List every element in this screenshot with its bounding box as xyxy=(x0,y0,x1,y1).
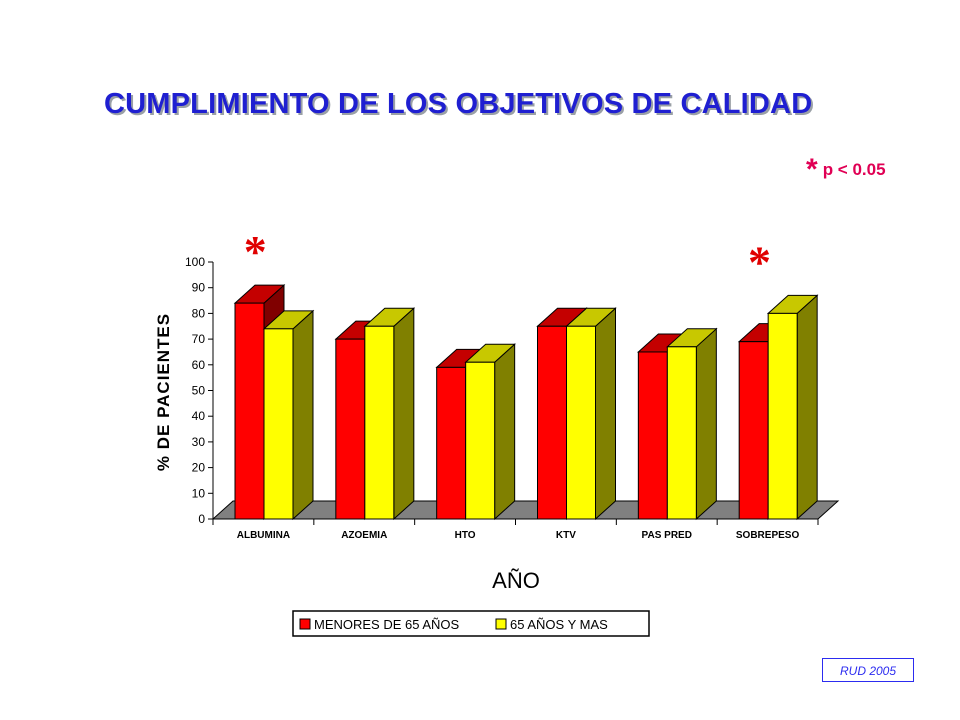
bar-side xyxy=(393,307,415,521)
significance-marker: * xyxy=(748,236,771,287)
bar xyxy=(335,338,366,520)
bar xyxy=(263,328,294,520)
bar xyxy=(566,325,596,520)
bar xyxy=(666,346,697,520)
significance-star: * xyxy=(806,153,818,186)
x-tick-label: AZOEMIA xyxy=(341,530,387,541)
page-title: CUMPLIMIENTO DE LOS OBJETIVOS DE CALIDAD xyxy=(104,88,813,120)
bar-side xyxy=(695,327,717,521)
y-tick-label: 90 xyxy=(192,281,206,295)
y-tick-label: 100 xyxy=(185,255,205,269)
y-tick-label: 70 xyxy=(192,332,206,346)
bar xyxy=(637,351,668,520)
y-axis-label: % DE PACIENTES xyxy=(154,313,173,471)
significance-text: p < 0.05 xyxy=(822,160,886,179)
source-label: RUD 2005 xyxy=(822,658,914,682)
legend-swatch xyxy=(299,618,311,630)
bar xyxy=(364,325,395,520)
x-tick-label: HTO xyxy=(455,530,476,541)
bar-side xyxy=(595,307,616,521)
y-tick-label: 60 xyxy=(192,358,206,372)
y-tick-label: 40 xyxy=(192,409,206,423)
bar xyxy=(234,302,265,520)
bar-side xyxy=(796,294,818,521)
bar xyxy=(767,312,798,520)
bar xyxy=(738,341,769,520)
bar-side xyxy=(494,343,516,521)
bar-side xyxy=(292,309,314,521)
bar xyxy=(537,325,567,520)
y-tick-label: 80 xyxy=(192,306,206,320)
x-tick-label: ALBUMINA xyxy=(237,530,290,541)
bar xyxy=(436,366,467,520)
y-tick-label: 10 xyxy=(192,486,206,500)
legend-swatch xyxy=(495,618,507,630)
significance-note: * p < 0.05 xyxy=(806,155,886,185)
bar xyxy=(465,361,496,520)
y-tick-label: 0 xyxy=(198,512,205,526)
significance-marker: * xyxy=(244,226,267,277)
legend-label: MENORES DE 65 AÑOS xyxy=(314,617,460,632)
x-tick-label: PAS PRED xyxy=(642,530,692,541)
legend-box xyxy=(292,610,650,637)
y-tick-label: 50 xyxy=(192,384,206,398)
y-tick-label: 20 xyxy=(192,461,206,475)
x-axis-label: AÑO xyxy=(492,568,540,593)
legend-label: 65 AÑOS Y MAS xyxy=(510,617,608,632)
y-tick-label: 30 xyxy=(192,435,206,449)
x-tick-label: KTV xyxy=(556,530,576,541)
x-tick-label: SOBREPESO xyxy=(736,530,800,541)
